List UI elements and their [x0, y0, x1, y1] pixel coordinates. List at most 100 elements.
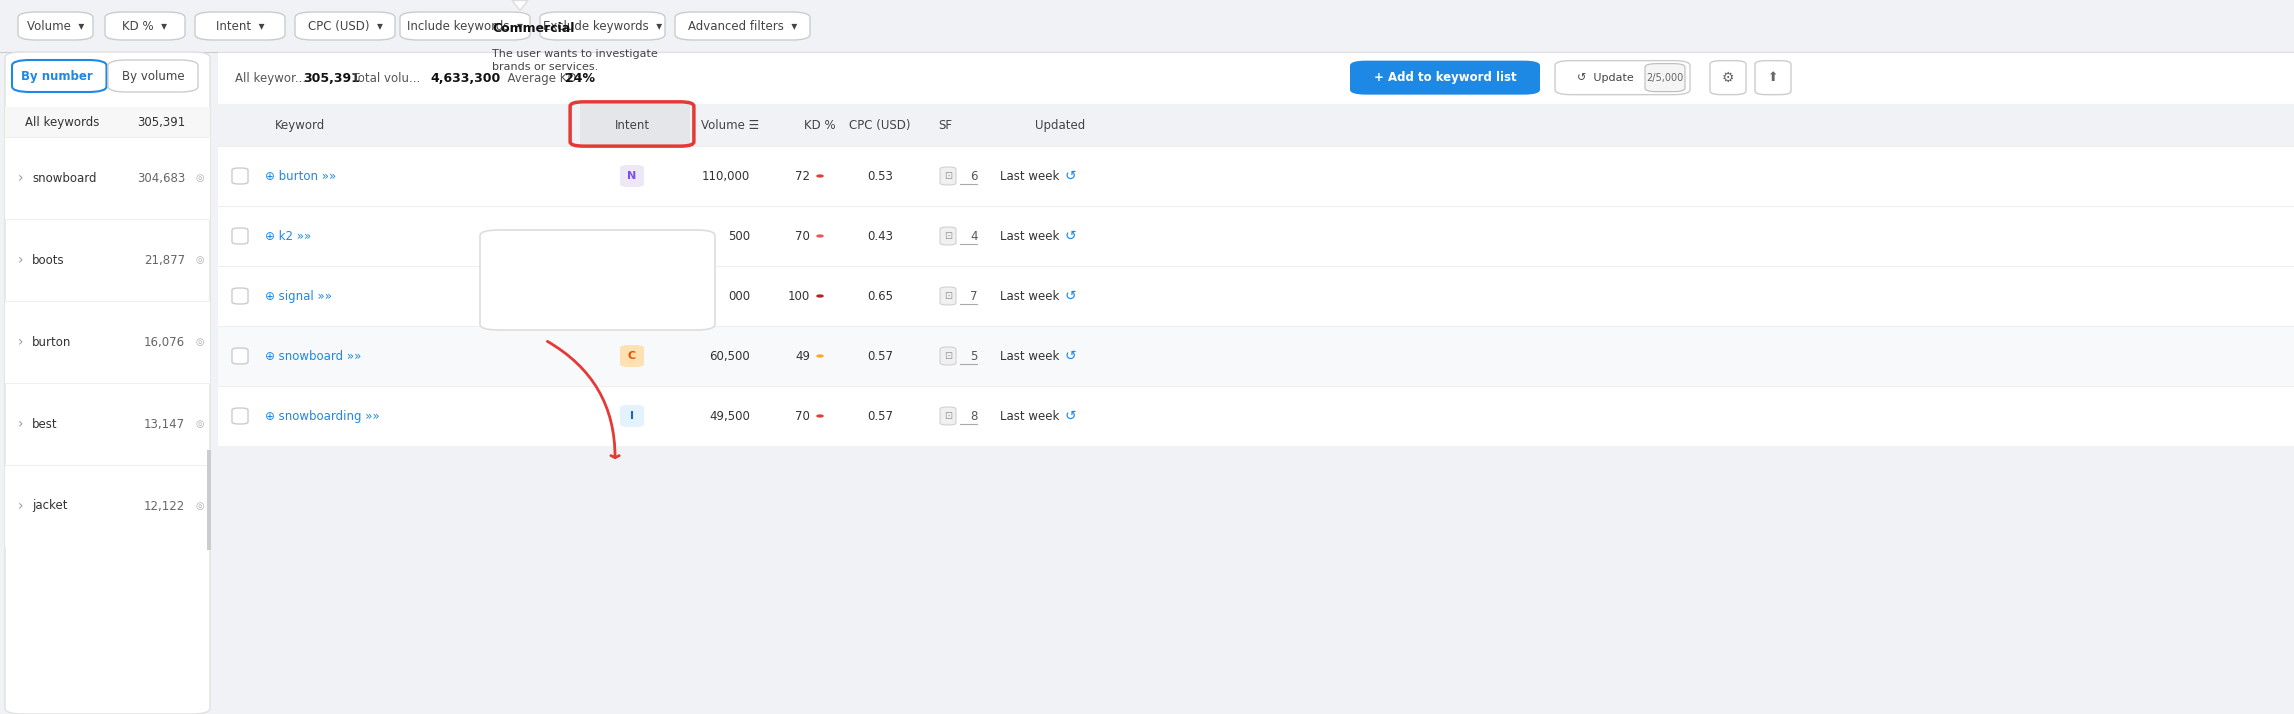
- Text: 4: 4: [970, 229, 977, 243]
- Text: By number: By number: [21, 69, 92, 83]
- Text: 7: 7: [970, 289, 977, 303]
- Text: Commercial: Commercial: [491, 22, 574, 35]
- Text: Include keywords  ▾: Include keywords ▾: [406, 19, 523, 33]
- Bar: [218, 266, 2294, 326]
- Text: jacket: jacket: [32, 500, 67, 513]
- Text: ◎: ◎: [195, 255, 204, 265]
- Text: ◎: ◎: [195, 337, 204, 347]
- Text: ⊡: ⊡: [943, 231, 952, 241]
- FancyBboxPatch shape: [479, 230, 716, 330]
- Polygon shape: [512, 1, 528, 11]
- Text: By volume: By volume: [122, 69, 184, 83]
- Text: 70: 70: [796, 229, 810, 243]
- Bar: [218, 104, 2294, 146]
- FancyBboxPatch shape: [232, 348, 248, 364]
- Text: ⊡: ⊡: [943, 351, 952, 361]
- Text: 0.43: 0.43: [867, 229, 892, 243]
- Circle shape: [817, 295, 824, 297]
- Text: SF: SF: [938, 119, 952, 131]
- Text: 49: 49: [796, 349, 810, 363]
- Circle shape: [817, 235, 824, 237]
- Text: ↺: ↺: [1064, 169, 1076, 183]
- Text: ◎: ◎: [195, 419, 204, 429]
- Text: best: best: [32, 418, 57, 431]
- Text: Updated: Updated: [1035, 119, 1085, 131]
- Text: Last week: Last week: [1000, 169, 1060, 183]
- Text: ⊕ k2 »»: ⊕ k2 »»: [266, 229, 312, 243]
- Text: 0.53: 0.53: [867, 169, 892, 183]
- Text: ›: ›: [18, 417, 23, 431]
- Text: Volume  ▾: Volume ▾: [28, 19, 85, 33]
- Text: CPC (USD): CPC (USD): [849, 119, 911, 131]
- Text: ⊡: ⊡: [943, 411, 952, 421]
- FancyBboxPatch shape: [941, 167, 957, 185]
- Text: 0.57: 0.57: [867, 410, 892, 423]
- FancyBboxPatch shape: [5, 52, 211, 714]
- Text: KD %  ▾: KD % ▾: [122, 19, 167, 33]
- Text: 100: 100: [787, 289, 810, 303]
- Text: 0.65: 0.65: [867, 289, 892, 303]
- FancyBboxPatch shape: [1555, 61, 1691, 95]
- Text: ↺: ↺: [1064, 349, 1076, 363]
- Text: Advanced filters  ▾: Advanced filters ▾: [688, 19, 796, 33]
- Text: 304,683: 304,683: [138, 171, 186, 184]
- Text: ⊕ snowboard »»: ⊕ snowboard »»: [266, 349, 362, 363]
- Text: 6: 6: [970, 169, 977, 183]
- Text: ›: ›: [18, 253, 23, 267]
- Text: Intent  ▾: Intent ▾: [216, 19, 264, 33]
- Text: + Add to keyword list: + Add to keyword list: [1374, 71, 1516, 84]
- Text: ⊡: ⊡: [943, 171, 952, 181]
- FancyBboxPatch shape: [674, 12, 810, 40]
- Bar: [218, 326, 2294, 386]
- Text: 000: 000: [727, 289, 750, 303]
- Text: All keywords: All keywords: [25, 116, 99, 129]
- Circle shape: [817, 415, 824, 417]
- Text: 60,500: 60,500: [709, 349, 750, 363]
- FancyBboxPatch shape: [619, 345, 645, 367]
- Text: 8: 8: [970, 410, 977, 423]
- FancyBboxPatch shape: [619, 405, 645, 427]
- Text: C: C: [629, 351, 635, 361]
- FancyBboxPatch shape: [232, 168, 248, 184]
- Text: KD %: KD %: [805, 119, 835, 131]
- Text: 13,147: 13,147: [145, 418, 186, 431]
- Text: Intent: Intent: [615, 119, 649, 131]
- FancyBboxPatch shape: [941, 287, 957, 305]
- Text: Average KD:: Average KD:: [500, 71, 585, 84]
- Text: ◎: ◎: [195, 173, 204, 183]
- Text: ↺: ↺: [1064, 289, 1076, 303]
- Text: Volume ☰: Volume ☰: [702, 119, 759, 131]
- Text: 5: 5: [970, 349, 977, 363]
- FancyBboxPatch shape: [399, 12, 530, 40]
- FancyBboxPatch shape: [232, 408, 248, 424]
- Bar: [5, 107, 211, 137]
- Text: 12,122: 12,122: [145, 500, 186, 513]
- Text: ›: ›: [18, 335, 23, 349]
- Text: ⚙: ⚙: [1723, 71, 1734, 85]
- FancyBboxPatch shape: [108, 60, 197, 92]
- Text: 305,391: 305,391: [303, 71, 360, 84]
- FancyBboxPatch shape: [106, 12, 186, 40]
- FancyBboxPatch shape: [232, 228, 248, 244]
- Text: 16,076: 16,076: [145, 336, 186, 348]
- FancyBboxPatch shape: [296, 12, 395, 40]
- Bar: [0, 0, 2294, 48]
- Text: The user wants to investigate
brands or services.: The user wants to investigate brands or …: [491, 49, 658, 72]
- Text: ↺: ↺: [1064, 409, 1076, 423]
- Text: Last week: Last week: [1000, 229, 1060, 243]
- Text: 70: 70: [796, 410, 810, 423]
- FancyBboxPatch shape: [11, 60, 106, 92]
- Text: ⊕ burton »»: ⊕ burton »»: [266, 169, 337, 183]
- Text: 4,633,300: 4,633,300: [429, 71, 500, 84]
- Text: All keywor...: All keywor...: [234, 71, 310, 84]
- Bar: [5, 465, 211, 547]
- FancyBboxPatch shape: [18, 12, 94, 40]
- Text: 2/5,000: 2/5,000: [1647, 73, 1684, 83]
- FancyBboxPatch shape: [1349, 61, 1539, 95]
- FancyBboxPatch shape: [232, 288, 248, 304]
- Text: 305,391: 305,391: [138, 116, 186, 129]
- Text: N: N: [626, 171, 638, 181]
- Text: boots: boots: [32, 253, 64, 266]
- Bar: [218, 52, 2294, 104]
- Text: ◎: ◎: [195, 501, 204, 511]
